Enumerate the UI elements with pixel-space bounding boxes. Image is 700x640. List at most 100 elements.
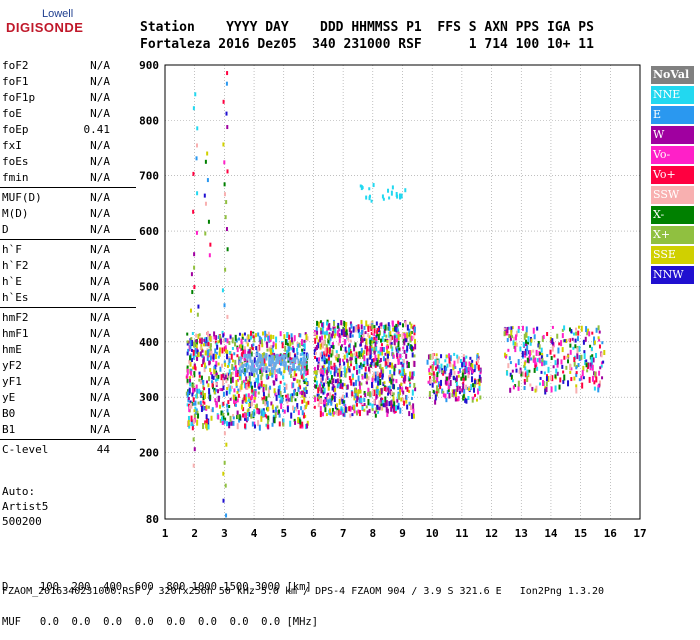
x-tick-label: 8	[370, 527, 377, 540]
echo-mark	[385, 386, 388, 392]
echo-mark	[329, 392, 332, 399]
echo-mark	[206, 349, 209, 356]
echo-mark	[352, 326, 355, 332]
echo-mark	[220, 374, 223, 381]
echo-mark	[379, 338, 382, 343]
echo-mark	[205, 337, 208, 344]
echo-mark	[240, 383, 243, 390]
echo-mark	[369, 345, 372, 352]
echo-mark	[319, 397, 322, 404]
echo-mark	[306, 368, 309, 375]
echo-mark	[274, 406, 277, 413]
echo-mark	[200, 375, 203, 380]
echo-mark	[197, 413, 200, 419]
echo-mark	[200, 363, 203, 367]
echo-mark	[471, 397, 474, 403]
echo-mark	[333, 366, 336, 373]
echo-mark	[341, 398, 344, 404]
echo-mark	[570, 377, 573, 382]
echo-mark	[563, 355, 566, 360]
echo-mark	[321, 342, 324, 349]
param-value: N/A	[90, 391, 110, 404]
echo-mark	[331, 365, 334, 370]
echo-mark	[355, 379, 358, 386]
echo-mark	[285, 383, 288, 390]
echo-mark	[286, 406, 289, 413]
echo-mark	[411, 375, 414, 380]
echo-mark	[350, 350, 353, 356]
echo-mark	[214, 398, 217, 403]
echo-mark	[445, 376, 448, 381]
echo-mark	[354, 342, 357, 348]
echo-mark	[578, 345, 581, 352]
echo-mark	[456, 358, 459, 364]
echo-mark	[322, 368, 325, 372]
echo-mark	[459, 388, 462, 392]
echo-mark	[193, 409, 196, 413]
echo-mark	[405, 386, 408, 390]
echo-mark	[260, 367, 263, 374]
echo-mark	[245, 340, 248, 344]
echo-mark	[262, 392, 265, 397]
echo-mark	[370, 321, 373, 325]
echo-mark	[388, 364, 391, 368]
echo-mark	[354, 352, 357, 356]
echo-mark	[296, 379, 299, 384]
param-value: 44	[96, 443, 110, 456]
echo-mark	[358, 351, 361, 358]
echo-mark	[283, 382, 286, 386]
echo-mark	[344, 346, 347, 352]
echo-mark	[546, 354, 549, 358]
echo-mark	[238, 376, 241, 381]
echo-mark	[330, 366, 333, 370]
param-value: 0.41	[83, 123, 111, 136]
echo-mark	[322, 322, 325, 329]
echo-mark	[226, 71, 229, 76]
echo-mark	[331, 386, 334, 391]
echo-mark	[228, 369, 231, 375]
echo-mark	[199, 351, 202, 357]
echo-mark	[391, 185, 394, 190]
echo-mark	[253, 399, 256, 403]
param-value: N/A	[90, 223, 110, 236]
echo-mark	[384, 358, 387, 362]
echo-mark	[292, 377, 295, 381]
echo-mark	[300, 360, 303, 365]
echo-mark	[242, 397, 245, 402]
param-name: fmin	[2, 171, 29, 184]
echo-mark	[195, 156, 198, 161]
echo-mark	[460, 376, 463, 381]
param-row: h`F N/A	[2, 242, 110, 257]
echo-mark	[432, 376, 435, 383]
echo-mark	[538, 344, 541, 350]
echo-mark	[303, 351, 306, 356]
echo-mark	[321, 374, 324, 381]
echo-mark	[352, 382, 355, 387]
echo-mark	[398, 389, 401, 396]
echo-mark	[464, 397, 467, 403]
echo-mark	[515, 330, 518, 337]
echo-mark	[217, 374, 220, 379]
echo-mark	[436, 372, 439, 378]
echo-mark	[414, 387, 417, 392]
echo-mark	[389, 370, 392, 375]
echo-mark	[258, 364, 261, 369]
echo-mark	[209, 335, 212, 342]
echo-mark	[573, 376, 576, 381]
echo-mark	[397, 320, 400, 327]
echo-mark	[461, 388, 464, 393]
echo-mark	[349, 332, 352, 338]
echo-mark	[358, 381, 361, 387]
echo-mark	[561, 328, 564, 332]
echo-mark	[369, 363, 372, 367]
echo-mark	[349, 321, 352, 326]
echo-mark	[226, 365, 229, 369]
echo-mark	[202, 359, 205, 365]
echo-mark	[196, 191, 199, 196]
echo-mark	[575, 366, 578, 370]
echo-mark	[474, 393, 477, 397]
echo-mark	[320, 330, 323, 335]
echo-mark	[523, 386, 526, 391]
echo-mark	[222, 99, 225, 104]
echo-mark	[590, 346, 593, 351]
